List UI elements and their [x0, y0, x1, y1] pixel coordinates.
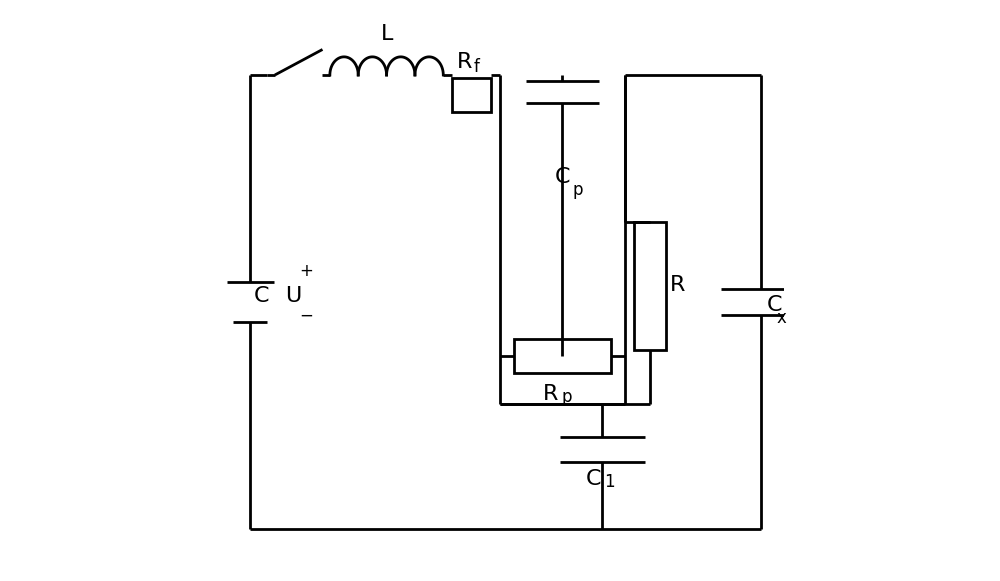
Text: x: x — [777, 309, 787, 327]
Text: −: − — [299, 307, 313, 325]
Text: p: p — [561, 388, 572, 406]
Text: C: C — [767, 295, 782, 315]
FancyBboxPatch shape — [452, 78, 491, 112]
Text: f: f — [473, 58, 479, 76]
Text: L: L — [380, 24, 393, 44]
FancyBboxPatch shape — [514, 339, 611, 373]
Text: R: R — [670, 275, 686, 295]
FancyBboxPatch shape — [634, 223, 666, 350]
Text: R: R — [457, 52, 473, 72]
Text: p: p — [573, 181, 583, 199]
Text: 1: 1 — [604, 473, 614, 491]
Text: C: C — [555, 167, 570, 187]
Text: C: C — [586, 469, 601, 489]
Text: +: + — [299, 261, 313, 279]
Text: R: R — [543, 384, 559, 404]
Text: U: U — [285, 286, 301, 306]
Text: C: C — [254, 286, 270, 306]
